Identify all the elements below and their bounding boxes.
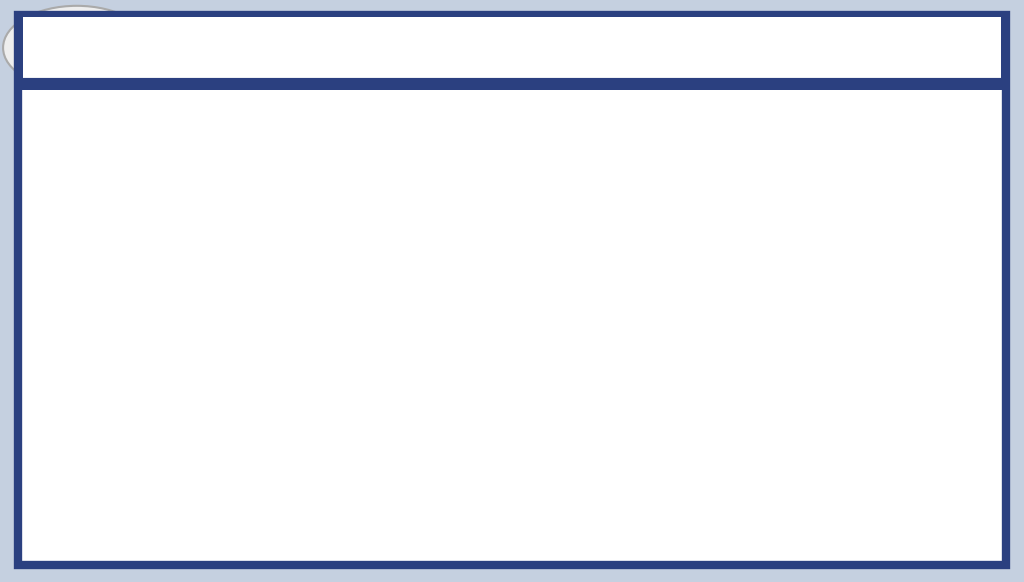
Text: $1^2 + 1 = 2$: $1^2 + 1 = 2$ (386, 236, 638, 288)
Text: This base case is divisible by 2: This base case is divisible by 2 (278, 442, 746, 471)
Text: MATHS: MATHS (57, 45, 96, 56)
Text: © Maths at Home: © Maths at Home (28, 538, 139, 551)
Text: at home: at home (63, 58, 90, 63)
Circle shape (3, 6, 151, 90)
Circle shape (38, 112, 116, 156)
Text: Substituting $n = 1$ results in a value of 2: Substituting $n = 1$ results in a value … (208, 353, 816, 386)
Text: Prove that $f(\mathrm{n}) = n^2 + n$ is divisible by 2 for all $n \in \mathbb{Z}: Prove that $f(\mathrm{n}) = n^2 + n$ is … (150, 29, 997, 68)
Text: 1.: 1. (67, 124, 87, 144)
Text: www.mathsathome.com: www.mathsathome.com (845, 538, 996, 551)
Text: Verify for $n = 1$:: Verify for $n = 1$: (317, 114, 606, 154)
